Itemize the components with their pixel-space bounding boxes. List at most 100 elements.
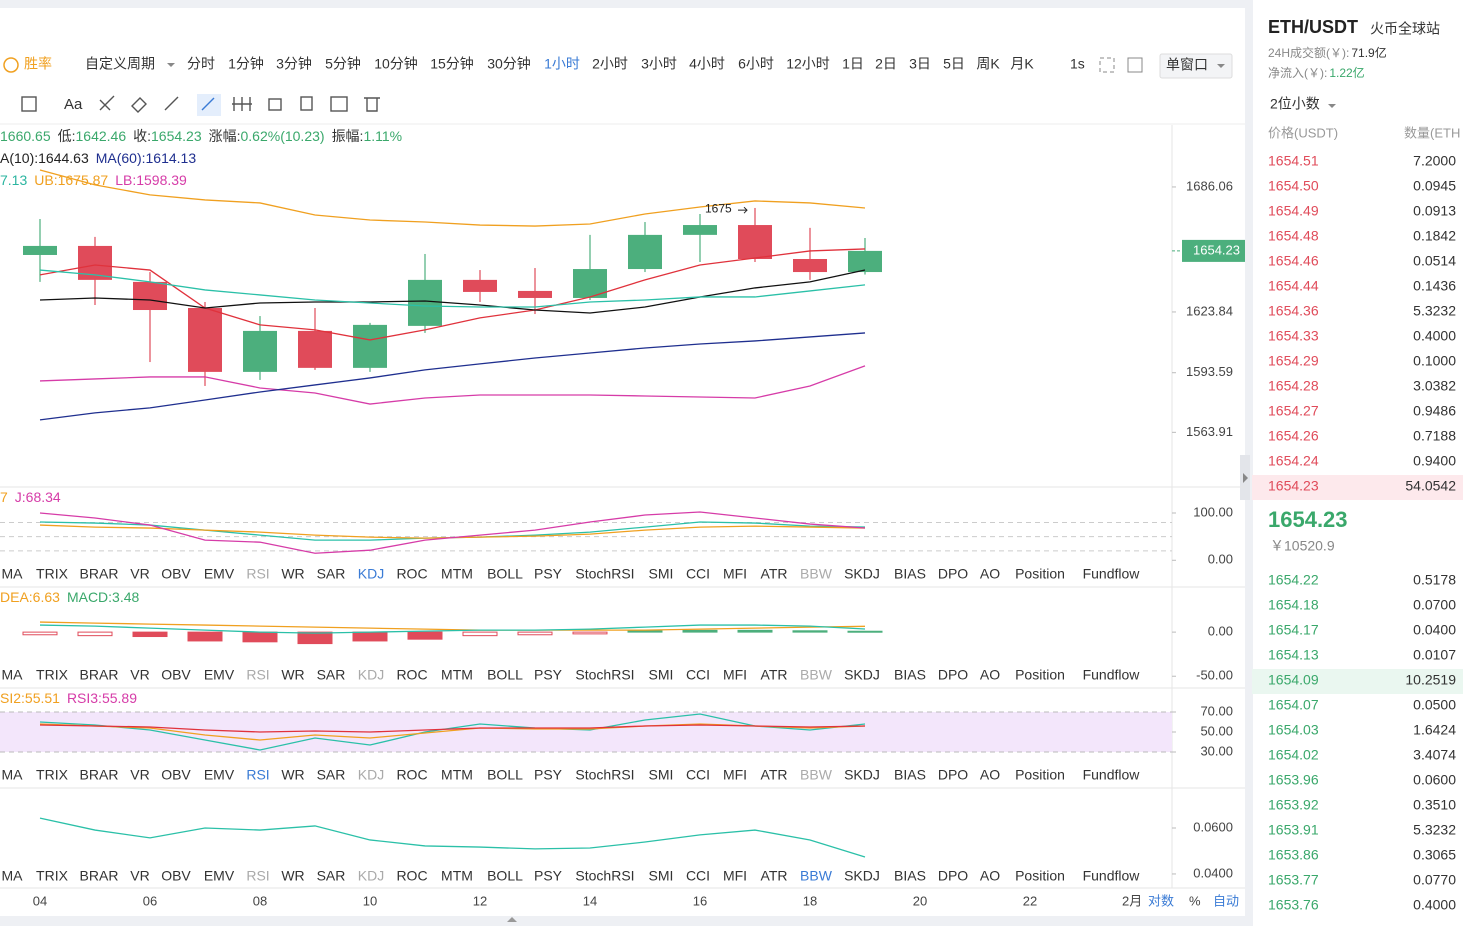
tool-icon[interactable] xyxy=(164,96,179,111)
indicator-tab[interactable]: VR xyxy=(130,868,149,884)
indicator-tab[interactable]: OBV xyxy=(161,667,191,683)
indicator-tab[interactable]: BIAS xyxy=(894,868,926,884)
indicator-tab[interactable]: MA xyxy=(2,868,24,884)
indicator-tab[interactable]: ROC xyxy=(396,667,427,683)
period-tab[interactable]: 10分钟 xyxy=(374,56,418,72)
indicator-tab[interactable]: KDJ xyxy=(358,767,384,783)
indicator-tab[interactable]: StochRSI xyxy=(575,868,634,884)
indicator-tab[interactable]: Position xyxy=(1015,767,1065,783)
indicator-tab[interactable]: BIAS xyxy=(894,767,926,783)
indicator-tab[interactable]: MA xyxy=(2,566,24,582)
indicator-tab[interactable]: DPO xyxy=(938,667,968,683)
scroll-arrow[interactable] xyxy=(507,917,517,922)
period-tab[interactable]: 30分钟 xyxy=(487,56,531,72)
indicator-tab[interactable]: ROC xyxy=(396,767,427,783)
window-icon[interactable] xyxy=(1127,57,1143,73)
indicator-tab[interactable]: WR xyxy=(281,868,304,884)
indicator-tab[interactable]: MTM xyxy=(441,566,473,582)
indicator-tab[interactable]: BBW xyxy=(800,767,833,783)
indicator-tab[interactable]: VR xyxy=(130,667,149,683)
tool-icon[interactable] xyxy=(268,98,282,111)
indicator-tab[interactable]: ATR xyxy=(761,667,788,683)
indicator-tab[interactable]: EMV xyxy=(204,767,235,783)
indicator-tab[interactable]: Fundflow xyxy=(1083,667,1141,683)
indicator-tab[interactable]: MA xyxy=(2,667,24,683)
indicator-tab[interactable]: BBW xyxy=(800,667,833,683)
indicator-tab[interactable]: WR xyxy=(281,667,304,683)
indicator-tab[interactable]: PSY xyxy=(534,868,563,884)
tool-icon[interactable] xyxy=(21,96,37,112)
indicator-tab[interactable]: SMI xyxy=(649,667,674,683)
period-tab[interactable]: 1小时 xyxy=(544,56,580,72)
indicator-tab[interactable]: BIAS xyxy=(894,566,926,582)
indicator-tab[interactable]: DPO xyxy=(938,868,968,884)
fullscreen-icon[interactable] xyxy=(1099,57,1115,73)
period-tab[interactable]: 月K xyxy=(1010,56,1034,72)
axis-control[interactable]: 2月 xyxy=(1122,893,1142,908)
axis-control[interactable]: 对数 xyxy=(1148,893,1174,908)
indicator-tab[interactable]: MFI xyxy=(723,767,747,783)
precision[interactable]: 2位小数 xyxy=(1270,96,1320,112)
period-tab[interactable]: 3日 xyxy=(909,56,931,72)
indicator-tab[interactable]: VR xyxy=(130,767,149,783)
indicator-tab[interactable]: PSY xyxy=(534,667,563,683)
indicator-tab[interactable]: KDJ xyxy=(358,566,384,582)
indicator-tab[interactable]: BRAR xyxy=(80,566,119,582)
period-tab[interactable]: 1日 xyxy=(842,56,864,72)
indicator-tab[interactable]: DPO xyxy=(938,767,968,783)
period-tab[interactable]: 分时 xyxy=(187,56,215,72)
indicator-tab[interactable]: ATR xyxy=(761,566,788,582)
indicator-tab[interactable]: DPO xyxy=(938,566,968,582)
indicator-tab[interactable]: WR xyxy=(281,566,304,582)
indicator-tab[interactable]: VR xyxy=(130,566,149,582)
tool-active[interactable] xyxy=(197,94,221,116)
win-rate[interactable]: 胜率 xyxy=(24,56,52,72)
indicator-tab[interactable]: Position xyxy=(1015,566,1065,582)
indicator-tab[interactable]: TRIX xyxy=(36,566,69,582)
indicator-tab[interactable]: BBW xyxy=(800,566,833,582)
indicator-tab[interactable]: StochRSI xyxy=(575,667,634,683)
indicator-tab[interactable]: AO xyxy=(980,868,1000,884)
indicator-tab[interactable]: OBV xyxy=(161,566,191,582)
indicator-tab[interactable]: RSI xyxy=(246,767,269,783)
period-tab[interactable]: 2小时 xyxy=(592,56,628,72)
realtime[interactable]: 1s xyxy=(1070,56,1085,72)
indicator-tab[interactable]: BRAR xyxy=(80,667,119,683)
indicator-tab[interactable]: PSY xyxy=(534,767,563,783)
indicator-tab[interactable]: StochRSI xyxy=(575,566,634,582)
indicator-tab[interactable]: MTM xyxy=(441,767,473,783)
indicator-tab[interactable]: EMV xyxy=(204,868,235,884)
tool-icon[interactable] xyxy=(201,97,215,111)
tool-icon[interactable] xyxy=(232,97,252,111)
indicator-tab[interactable]: MTM xyxy=(441,667,473,683)
indicator-tab[interactable]: SKDJ xyxy=(844,566,880,582)
indicator-tab[interactable]: BOLL xyxy=(487,767,523,783)
indicator-tab[interactable]: Fundflow xyxy=(1083,566,1141,582)
tool-icon[interactable] xyxy=(330,96,348,112)
indicator-tab[interactable]: CCI xyxy=(686,566,710,582)
indicator-tab[interactable]: SMI xyxy=(649,566,674,582)
indicator-tab[interactable]: TRIX xyxy=(36,868,69,884)
indicator-tab[interactable]: TRIX xyxy=(36,767,69,783)
indicator-tab[interactable]: Position xyxy=(1015,868,1065,884)
indicator-tab[interactable]: OBV xyxy=(161,767,191,783)
period-tab[interactable]: 1分钟 xyxy=(228,56,264,72)
indicator-tab[interactable]: SMI xyxy=(649,767,674,783)
indicator-tab[interactable]: SAR xyxy=(317,868,346,884)
indicator-tab[interactable]: ATR xyxy=(761,868,788,884)
indicator-tab[interactable]: MA xyxy=(2,767,24,783)
indicator-tab[interactable]: KDJ xyxy=(358,868,384,884)
period-tab[interactable]: 3小时 xyxy=(641,56,677,72)
indicator-tab[interactable]: CCI xyxy=(686,868,710,884)
tool-icon[interactable] xyxy=(300,96,313,111)
period-tab[interactable]: 12小时 xyxy=(786,56,830,72)
font-tool[interactable]: Aa xyxy=(64,96,83,113)
indicator-tab[interactable]: MFI xyxy=(723,868,747,884)
indicator-tab[interactable]: RSI xyxy=(246,868,269,884)
indicator-tab[interactable]: BOLL xyxy=(487,868,523,884)
indicator-tab[interactable]: MFI xyxy=(723,667,747,683)
period-tab[interactable]: 15分钟 xyxy=(430,56,474,72)
indicator-tab[interactable]: EMV xyxy=(204,667,235,683)
indicator-tab[interactable]: PSY xyxy=(534,566,563,582)
indicator-tab[interactable]: TRIX xyxy=(36,667,69,683)
